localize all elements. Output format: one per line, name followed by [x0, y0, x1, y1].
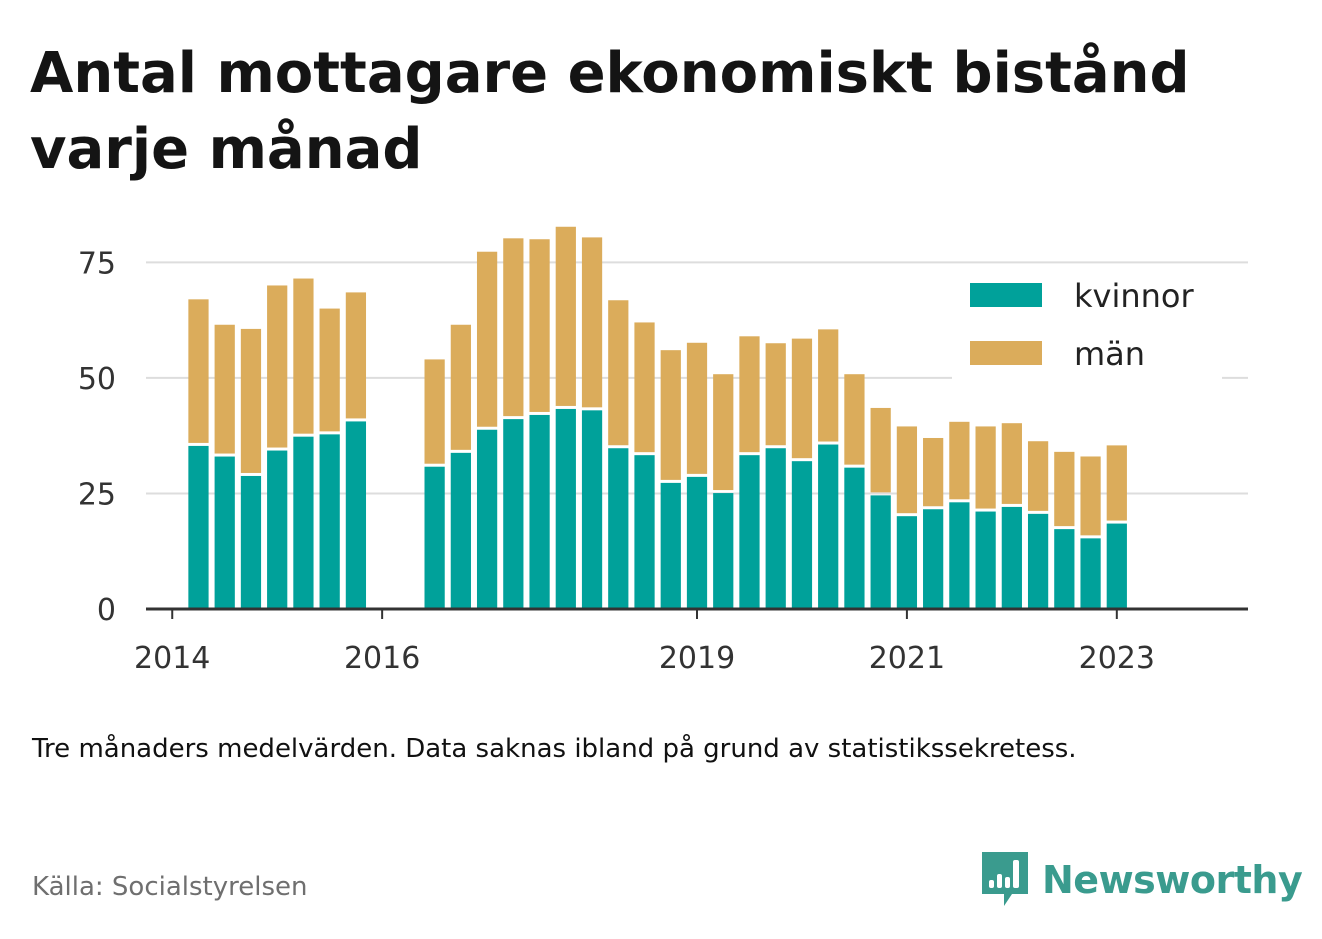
bar-män	[240, 328, 262, 473]
bar-män	[1001, 423, 1022, 504]
bar-kvinnor	[503, 419, 524, 608]
bar-kvinnor	[424, 466, 445, 608]
bar-kvinnor	[1001, 506, 1022, 608]
brand-logo: Newsworthy	[980, 850, 1303, 910]
bar-kvinnor	[818, 444, 839, 608]
bar-män	[634, 322, 655, 453]
bar-män	[765, 343, 786, 446]
y-tick-label: 50	[78, 362, 116, 397]
bar-män	[450, 324, 471, 450]
bar-män	[949, 421, 970, 500]
bar-kvinnor	[450, 452, 471, 608]
bar-kvinnor	[581, 410, 603, 608]
bar-kvinnor	[345, 421, 367, 608]
bar-kvinnor	[634, 455, 655, 608]
stacked-bar-chart: 0 25 50 75 2014 2016 2019 2021 2023 kvinnor män	[78, 226, 1248, 676]
bar-män	[214, 324, 235, 454]
bar-kvinnor	[896, 516, 918, 608]
bar-män	[660, 350, 681, 480]
bar-kvinnor	[319, 434, 340, 608]
bar-män	[608, 300, 629, 446]
bar-män	[818, 329, 839, 442]
bar-kvinnor	[949, 502, 970, 608]
bar-män	[267, 285, 288, 448]
bar-kvinnor	[713, 493, 734, 608]
chart-note: Tre månaders medelvärden. Data saknas ib…	[32, 734, 1077, 764]
bar-kvinnor	[1106, 523, 1127, 608]
bar-kvinnor	[555, 408, 576, 608]
bar-kvinnor	[1054, 529, 1075, 608]
legend-label-män: män	[1074, 335, 1145, 373]
bar-kvinnor	[765, 448, 786, 608]
bar-män	[975, 426, 996, 509]
x-tick-label: 2016	[344, 641, 420, 676]
bar-män	[844, 374, 865, 465]
x-tick-label: 2021	[869, 641, 945, 676]
brand-name: Newsworthy	[1042, 858, 1303, 902]
bar-kvinnor	[529, 414, 550, 608]
bar-män	[713, 374, 734, 491]
bar-män	[581, 237, 603, 408]
legend-swatch-kvinnor	[970, 283, 1042, 307]
bar-kvinnor	[188, 445, 209, 608]
bar-kvinnor	[1080, 538, 1101, 608]
bar-kvinnor	[608, 448, 629, 608]
newsworthy-logo-icon	[982, 852, 1028, 906]
bar-kvinnor	[476, 429, 498, 608]
source-credit: Källa: Socialstyrelsen	[32, 872, 308, 902]
bar-kvinnor	[267, 450, 288, 608]
bar-män	[188, 299, 209, 443]
bar-kvinnor	[923, 509, 944, 608]
axes: 2014 2016 2019 2021 2023	[134, 607, 1248, 676]
bar-män	[345, 292, 367, 419]
legend-label-kvinnor: kvinnor	[1074, 277, 1195, 315]
bar-män	[529, 239, 550, 412]
bar-kvinnor	[240, 475, 262, 608]
bar-män	[555, 226, 576, 406]
bar-kvinnor	[975, 511, 996, 608]
bar-män	[476, 251, 498, 427]
bar-män	[791, 338, 813, 459]
bar-män	[923, 437, 944, 507]
bar-män	[686, 342, 708, 474]
bar-män	[739, 336, 760, 453]
bar-kvinnor	[660, 482, 681, 608]
bar-kvinnor	[739, 455, 760, 608]
bar-kvinnor	[870, 495, 891, 608]
bar-män	[1080, 456, 1101, 536]
x-tick-label: 2014	[134, 641, 210, 676]
bar-män	[1027, 441, 1049, 511]
bar-män	[1054, 451, 1075, 527]
bar-kvinnor	[293, 436, 314, 608]
legend-swatch-män	[970, 341, 1042, 365]
x-tick-label: 2019	[659, 641, 735, 676]
bar-kvinnor	[686, 476, 708, 608]
bar-män	[870, 407, 891, 493]
bar-kvinnor	[791, 461, 813, 608]
chart-title: Antal mottagare ekonomiskt bistånd varje…	[30, 41, 1190, 182]
bar-kvinnor	[844, 467, 865, 608]
legend: kvinnor män	[952, 272, 1222, 382]
bar-män	[319, 308, 340, 432]
bar-kvinnor	[214, 456, 235, 608]
bar-män	[293, 278, 314, 434]
bar-kvinnor	[1027, 513, 1049, 608]
bar-män	[896, 426, 918, 514]
bars	[188, 226, 1127, 608]
x-tick-label: 2023	[1079, 641, 1155, 676]
bar-män	[503, 238, 524, 417]
y-tick-label: 0	[97, 593, 116, 628]
bar-män	[1106, 445, 1127, 521]
y-tick-label: 75	[78, 246, 116, 281]
bar-män	[424, 359, 445, 464]
y-tick-label: 25	[78, 477, 116, 512]
